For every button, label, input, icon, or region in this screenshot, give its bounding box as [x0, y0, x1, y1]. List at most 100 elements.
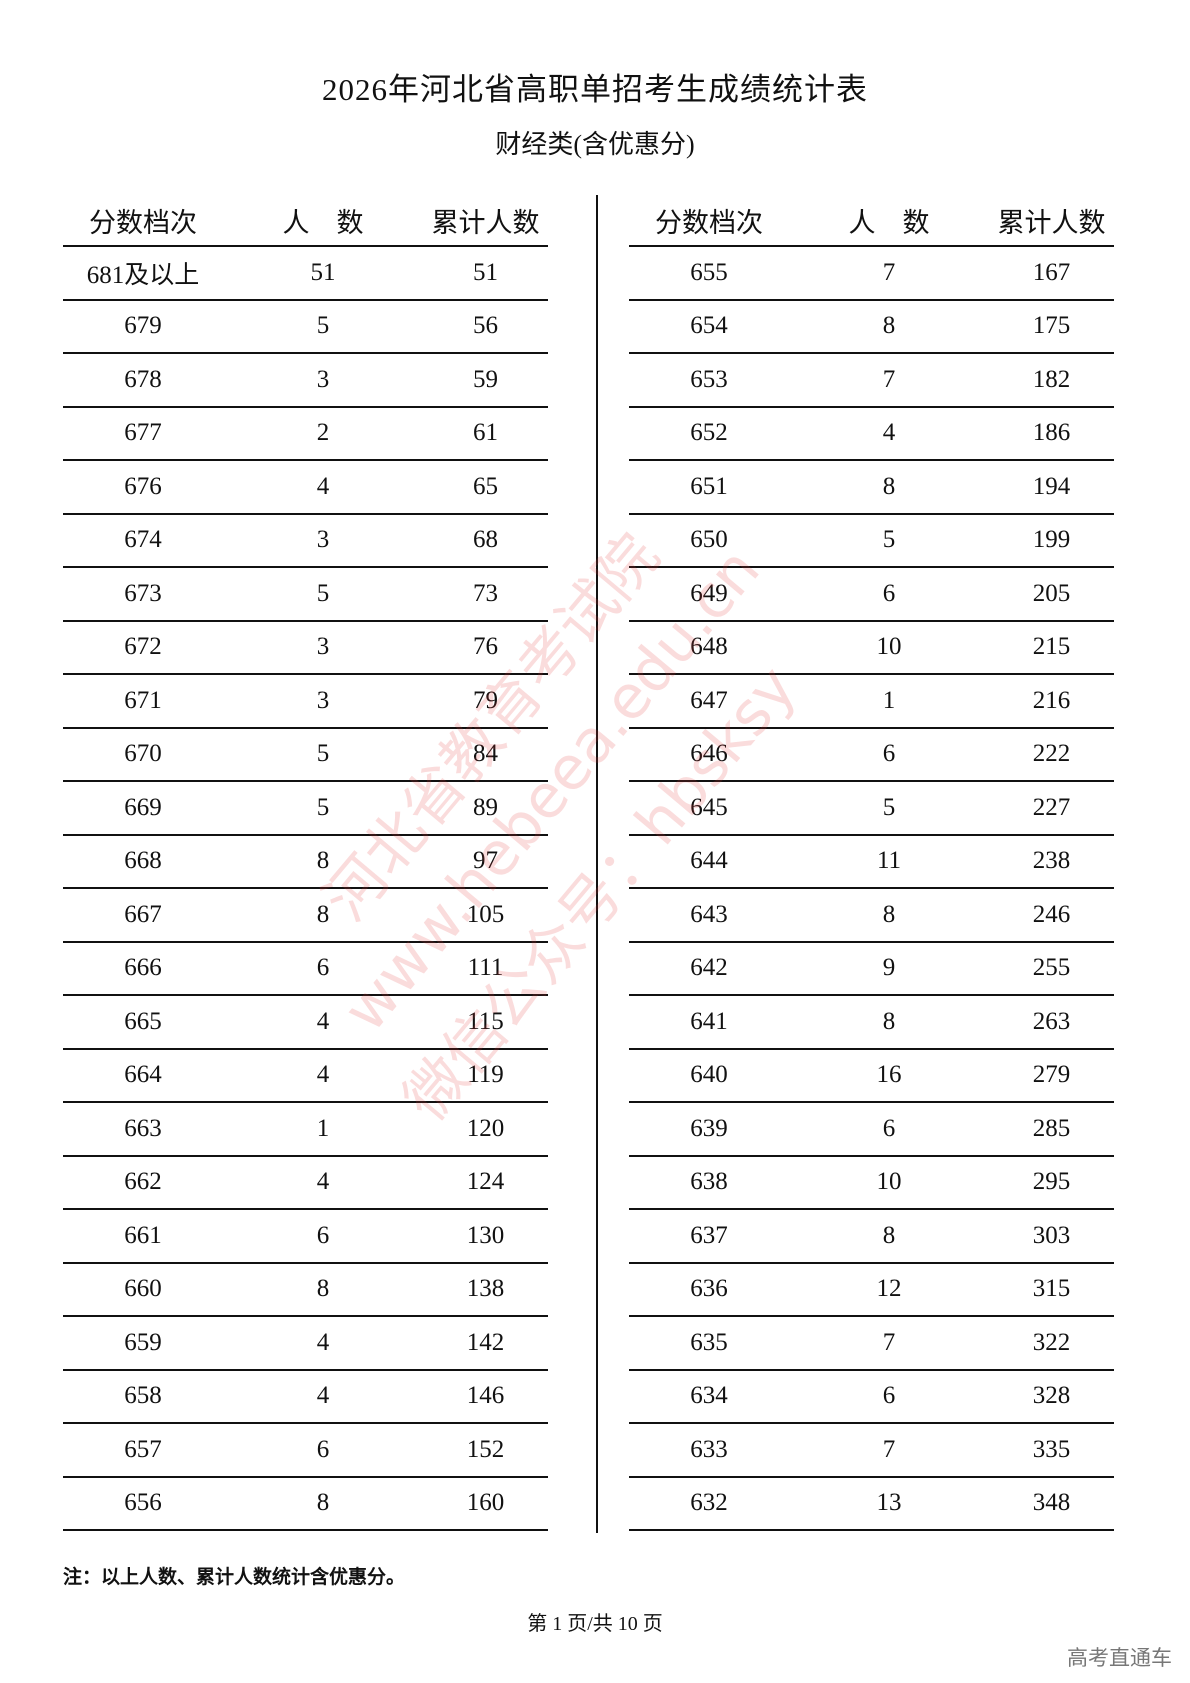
cell-cumulative: 238 [1032, 847, 1071, 875]
table-body: 681及以上 51 51 679 5 56 678 3 59 677 2 61 676 4 65 674 3 68… [63, 247, 548, 1531]
table-row: 672 3 76 [63, 622, 548, 675]
cell-score: 635 [690, 1328, 728, 1356]
cell-count: 13 [876, 1489, 902, 1517]
table-row: 664 4 119 [63, 1050, 548, 1103]
footnote: 注：以上人数、累计人数统计含优惠分。 [63, 1567, 406, 1588]
cell-count: 5 [882, 526, 896, 554]
cell-count: 7 [882, 1435, 896, 1463]
cell-score: 677 [124, 419, 162, 447]
page-indicator: 第 1 页/共 10 页 [527, 1613, 663, 1635]
cell-score: 679 [124, 312, 162, 340]
cell-cumulative: 138 [466, 1275, 505, 1303]
cell-score: 661 [124, 1221, 162, 1249]
table-body: 655 7 167 654 8 175 653 7 182 652 4 186 651 8 194 650 5 1… [629, 247, 1114, 1531]
cell-cumulative: 255 [1032, 954, 1071, 982]
cell-cumulative: 130 [466, 1221, 505, 1249]
cell-cumulative: 348 [1032, 1489, 1071, 1517]
cell-count: 4 [316, 1328, 330, 1356]
score-table-right: 分数档次 人 数 累计人数 655 7 167 654 8 175 653 7 182 652 4 1… [629, 195, 1114, 1531]
cell-count: 6 [882, 740, 896, 768]
cell-count: 8 [316, 1489, 330, 1517]
table-row: 638 10 295 [629, 1157, 1114, 1210]
cell-cumulative: 124 [466, 1168, 505, 1196]
column-divider [596, 195, 598, 1533]
table-row: 652 4 186 [629, 408, 1114, 461]
cell-count: 4 [316, 1007, 330, 1035]
table-row: 649 6 205 [629, 568, 1114, 622]
cell-count: 8 [316, 900, 330, 928]
table-row: 657 6 152 [63, 1424, 548, 1478]
cell-cumulative: 303 [1032, 1221, 1071, 1249]
table-header: 分数档次 人 数 累计人数 [629, 195, 1114, 247]
cell-cumulative: 182 [1032, 365, 1071, 393]
table-row: 681及以上 51 51 [63, 247, 548, 301]
table-row: 673 5 73 [63, 568, 548, 622]
cell-count: 5 [316, 579, 330, 607]
cell-count: 4 [316, 1061, 330, 1089]
cell-score: 647 [690, 686, 728, 714]
cell-count: 3 [316, 686, 330, 714]
cell-cumulative: 160 [466, 1489, 505, 1517]
cell-score: 650 [690, 526, 728, 554]
cell-count: 6 [882, 579, 896, 607]
table-header: 分数档次 人 数 累计人数 [63, 195, 548, 247]
cell-count: 6 [316, 1221, 330, 1249]
cell-count: 8 [882, 312, 896, 340]
cell-cumulative: 51 [473, 258, 498, 286]
cell-score: 671 [124, 686, 162, 714]
cell-count: 3 [316, 365, 330, 393]
cell-score: 649 [690, 579, 728, 607]
cell-count: 51 [310, 258, 336, 286]
cell-count: 16 [876, 1061, 902, 1089]
header-score: 分数档次 [655, 207, 763, 238]
cell-cumulative: 105 [466, 900, 505, 928]
cell-cumulative: 175 [1032, 312, 1071, 340]
cell-cumulative: 222 [1032, 740, 1071, 768]
cell-score: 672 [124, 633, 162, 661]
cell-count: 4 [316, 1382, 330, 1410]
cell-score: 637 [690, 1221, 728, 1249]
cell-score: 655 [690, 258, 728, 286]
table-row: 648 10 215 [629, 622, 1114, 675]
cell-cumulative: 215 [1032, 633, 1071, 661]
cell-count: 12 [876, 1275, 902, 1303]
table-row: 637 8 303 [629, 1210, 1114, 1264]
cell-count: 8 [316, 1275, 330, 1303]
cell-score: 639 [690, 1114, 728, 1142]
table-row: 659 4 142 [63, 1317, 548, 1371]
cell-count: 5 [316, 740, 330, 768]
table-row: 666 6 111 [63, 943, 548, 996]
cell-cumulative: 61 [473, 419, 498, 447]
cell-count: 4 [316, 472, 330, 500]
cell-count: 2 [316, 419, 330, 447]
cell-count: 8 [882, 472, 896, 500]
cell-cumulative: 79 [473, 686, 498, 714]
cell-score: 653 [690, 365, 728, 393]
cell-score: 634 [690, 1382, 728, 1410]
cell-score: 652 [690, 419, 728, 447]
cell-cumulative: 295 [1032, 1168, 1071, 1196]
cell-count: 3 [316, 633, 330, 661]
table-row: 641 8 263 [629, 996, 1114, 1050]
cell-score: 670 [124, 740, 162, 768]
cell-score: 645 [690, 793, 728, 821]
table-row: 670 5 84 [63, 729, 548, 782]
cell-count: 11 [876, 847, 902, 875]
table-row: 661 6 130 [63, 1210, 548, 1264]
cell-count: 1 [316, 1114, 330, 1142]
cell-cumulative: 119 [467, 1061, 504, 1089]
cell-score: 658 [124, 1382, 162, 1410]
table-row: 643 8 246 [629, 889, 1114, 943]
table-row: 679 5 56 [63, 301, 548, 354]
page-title: 2026年河北省高职单招考生成绩统计表 [322, 72, 868, 107]
cell-cumulative: 194 [1032, 472, 1071, 500]
table-row: 663 1 120 [63, 1103, 548, 1157]
cell-count: 7 [882, 365, 896, 393]
cell-count: 10 [876, 633, 902, 661]
cell-cumulative: 115 [467, 1007, 504, 1035]
cell-score: 674 [124, 526, 162, 554]
table-row: 656 8 160 [63, 1478, 548, 1531]
cell-cumulative: 76 [473, 633, 498, 661]
table-row: 662 4 124 [63, 1157, 548, 1210]
cell-count: 5 [882, 793, 896, 821]
